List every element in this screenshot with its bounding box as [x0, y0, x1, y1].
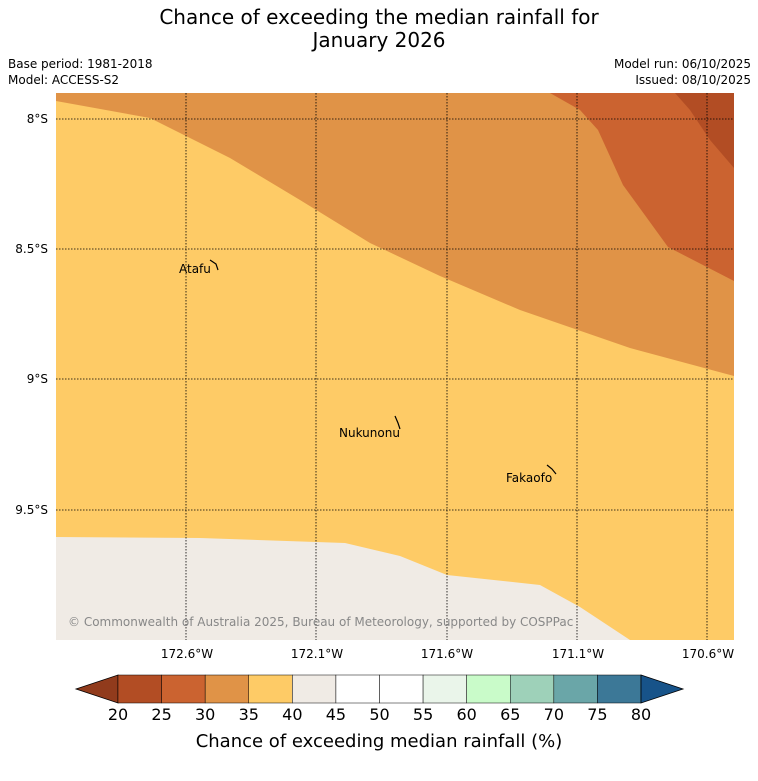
atoll-outlines — [209, 259, 557, 475]
base-period: Base period: 1981-2018 — [8, 57, 153, 71]
nukunonu-atoll — [394, 415, 401, 430]
colorbar-tick-45: 45 — [326, 705, 346, 724]
region-25-30 — [550, 93, 734, 281]
model-run: Model run: 06/10/2025 — [613, 57, 751, 71]
colorbar-cell-65-70 — [510, 674, 555, 704]
lat-label-9-5s: 9.5°S — [15, 503, 48, 517]
lon-label-172-1w: 172.1°W — [291, 647, 343, 661]
colorbar-cell-60-65 — [466, 674, 511, 704]
colorbar-cell-25-30 — [161, 674, 206, 704]
lon-label-171-1w: 171.1°W — [552, 647, 604, 661]
map-regions: Atafu Nukunonu Fakaofo © Commonwealth of… — [56, 93, 734, 640]
colorbar-title: Chance of exceeding median rainfall (%) — [196, 731, 563, 752]
longitude-labels: 172.6°W 172.1°W 171.6°W 171.1°W 170.6°W — [161, 647, 734, 661]
colorbar-tick-60: 60 — [456, 705, 476, 724]
colorbar-cell-75-80 — [597, 674, 642, 704]
colorbar-cell-40-45 — [292, 674, 337, 704]
lat-label-8-5s: 8.5°S — [15, 242, 48, 256]
copyright-notice: © Commonwealth of Australia 2025, Bureau… — [68, 615, 573, 629]
place-label-atafu: Atafu — [179, 262, 211, 276]
colorbar: 20 25 30 35 40 45 50 55 60 65 70 75 80 Chance of exc… — [74, 674, 685, 752]
title-line-1: Chance of exceeding the median rainfall … — [159, 5, 599, 29]
region-20-25 — [675, 93, 734, 168]
region-30-35 — [56, 93, 734, 376]
colorbar-tick-20: 20 — [108, 705, 128, 724]
place-label-fakaofo: Fakaofo — [506, 471, 552, 485]
lon-label-172-6w: 172.6°W — [161, 647, 213, 661]
colorbar-under-arrow — [74, 674, 119, 704]
region-40-45 — [56, 537, 630, 640]
issued-date: Issued: 08/10/2025 — [635, 73, 751, 87]
colorbar-tick-80: 80 — [631, 705, 651, 724]
colorbar-tick-25: 25 — [151, 705, 171, 724]
colorbar-tick-30: 30 — [195, 705, 215, 724]
fakaofo-atoll — [546, 464, 557, 475]
colorbar-cell-30-35 — [204, 674, 250, 704]
colorbar-cell-35-40 — [248, 674, 293, 704]
atafu-atoll — [209, 259, 219, 271]
graticule — [56, 93, 734, 640]
colorbar-cell-70-75 — [553, 674, 598, 704]
colorbar-over-arrow — [640, 674, 685, 704]
colorbar-tick-50: 50 — [369, 705, 389, 724]
lon-label-171-6w: 171.6°W — [421, 647, 473, 661]
title-line-2: January 2026 — [312, 28, 446, 52]
colorbar-cell-45-50 — [335, 674, 380, 704]
latitude-labels: 8°S 8.5°S 9°S 9.5°S — [15, 112, 48, 517]
place-label-nukunonu: Nukunonu — [339, 426, 400, 440]
colorbar-cell-50-55 — [379, 674, 424, 704]
lon-label-170-6w: 170.6°W — [682, 647, 734, 661]
colorbar-cell-20-25 — [117, 674, 162, 704]
colorbar-tick-75: 75 — [587, 705, 607, 724]
lat-label-9s: 9°S — [27, 372, 48, 386]
lat-label-8s: 8°S — [27, 112, 48, 126]
colorbar-cell-55-60 — [422, 674, 467, 704]
colorbar-tick-70: 70 — [544, 705, 564, 724]
model-name: Model: ACCESS-S2 — [8, 73, 120, 87]
colorbar-tick-40: 40 — [282, 705, 302, 724]
colorbar-tick-55: 55 — [413, 705, 433, 724]
colorbar-tick-35: 35 — [239, 705, 259, 724]
colorbar-tick-65: 65 — [500, 705, 520, 724]
